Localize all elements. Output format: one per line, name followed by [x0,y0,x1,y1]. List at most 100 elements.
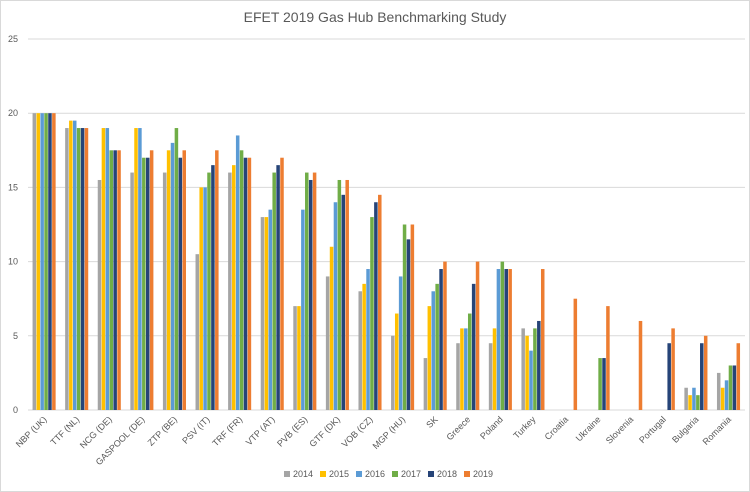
bar-2015-11 [394,313,399,410]
bar-2014-11 [391,335,395,410]
bar-2016-7 [268,209,273,410]
bar-2017-6 [239,150,244,411]
bar-2014-7 [260,217,265,410]
bar-2019-0 [52,113,56,410]
bar-2015-7 [264,217,269,410]
y-tick-label: 20 [8,108,18,118]
bar-2016-11 [398,276,403,410]
chart-title: EFET 2019 Gas Hub Benchmarking Study [244,9,507,25]
bar-2017-7 [272,172,276,410]
bar-2014-1 [65,128,69,411]
legend-swatch [284,471,290,477]
x-tick-label: Portugal [637,414,668,445]
y-tick-label: 10 [8,257,18,267]
bar-2019-6 [247,157,252,410]
x-tick-label: Bulgaria [670,414,700,444]
bar-2019-15 [540,269,545,410]
bar-2017-20 [696,395,700,410]
bar-2015-8 [297,306,301,410]
legend: 2014 2015 2016 2017 2018 2019 [284,469,493,479]
bar-2017-11 [402,224,407,410]
x-axis-tick-labels: NBP (UK) TTF (NL)NCG (DE)GASPOOL (DE) ZTP … [14,414,733,467]
legend-swatch [356,471,362,477]
bar-2018-3 [145,157,150,410]
bar-2017-1 [76,128,81,411]
bar-2018-17 [602,358,606,410]
bar-2016-12 [431,291,435,410]
bar-2016-9 [333,202,338,410]
bar-2018-7 [276,165,280,410]
bar-2014-15 [521,328,525,410]
x-tick-label: Turkey [511,414,538,441]
legend-swatch [320,471,326,477]
bar-2015-20 [688,395,692,410]
bar-2017-10 [370,217,374,410]
bar-2018-8 [308,179,313,410]
bar-2016-1 [72,120,77,411]
bar-2019-2 [117,150,121,411]
bar-2016-14 [496,269,501,410]
bar-2014-5 [195,254,200,410]
legend-swatch [392,471,398,477]
bar-2017-4 [174,128,179,411]
x-tick-label: NBP (UK) [14,414,49,449]
y-tick-label: 0 [13,405,18,415]
bar-2019-12 [443,261,447,410]
bar-2015-0 [36,113,40,410]
bar-2018-13 [471,283,476,410]
bar-2015-2 [101,128,106,411]
x-tick-label: ZTP (BE) [146,414,179,447]
bar-2016-13 [464,328,468,410]
x-tick-label: SK [424,414,440,430]
bar-2018-12 [439,269,443,410]
bar-2015-14 [492,328,497,410]
bar-2019-5 [215,150,219,411]
bar-2017-15 [533,328,537,410]
legend-label: 2018 [437,469,457,479]
bar-2014-14 [488,343,493,410]
bar-2015-3 [134,128,138,411]
y-axis-tick-labels: 0 5 10 15 20 25 [8,34,18,415]
bar-2016-8 [301,209,305,410]
bar-2019-18 [638,320,643,410]
bar-2014-3 [130,172,134,410]
x-tick-label: TRF (FR) [210,414,244,448]
x-tick-label: VTP (AT) [244,414,277,447]
bar-2018-0 [48,113,52,410]
bar-2019-13 [475,261,480,410]
x-tick-label: PVB (ES) [275,414,309,448]
bar-2018-19 [667,343,671,410]
bar-2017-8 [305,172,309,410]
bar-2019-14 [508,269,512,410]
bar-2014-6 [228,172,232,410]
bar-2018-9 [341,194,346,410]
bar-2014-2 [97,179,102,410]
x-tick-label: GTF (DK) [307,414,342,449]
bar-2016-21 [724,380,729,410]
bar-2015-21 [720,387,725,410]
bar-2019-21 [736,343,741,410]
bar-2015-1 [69,120,73,411]
bar-2018-4 [178,157,183,410]
bar-2018-10 [374,202,378,410]
bar-2019-17 [606,306,610,410]
bar-2018-20 [700,343,704,410]
bar-2014-13 [456,343,460,410]
bar-2019-7 [280,157,284,410]
bar-2017-2 [109,150,113,411]
bar-2015-5 [199,187,203,410]
y-tick-label: 25 [8,34,18,44]
bar-2017-14 [500,261,505,410]
bar-2016-4 [170,142,175,410]
x-tick-label: PSV (IT) [180,414,211,445]
legend-swatch [464,471,470,477]
legend-label: 2017 [401,469,421,479]
bar-2017-3 [142,157,146,410]
bar-2015-15 [525,335,529,410]
bar-2016-10 [366,269,370,410]
bar-2014-9 [325,276,330,410]
bar-2017-21 [728,365,733,410]
bar-2015-6 [232,165,236,410]
x-tick-label: Ukraine [574,414,603,443]
bar-2016-6 [235,135,240,410]
